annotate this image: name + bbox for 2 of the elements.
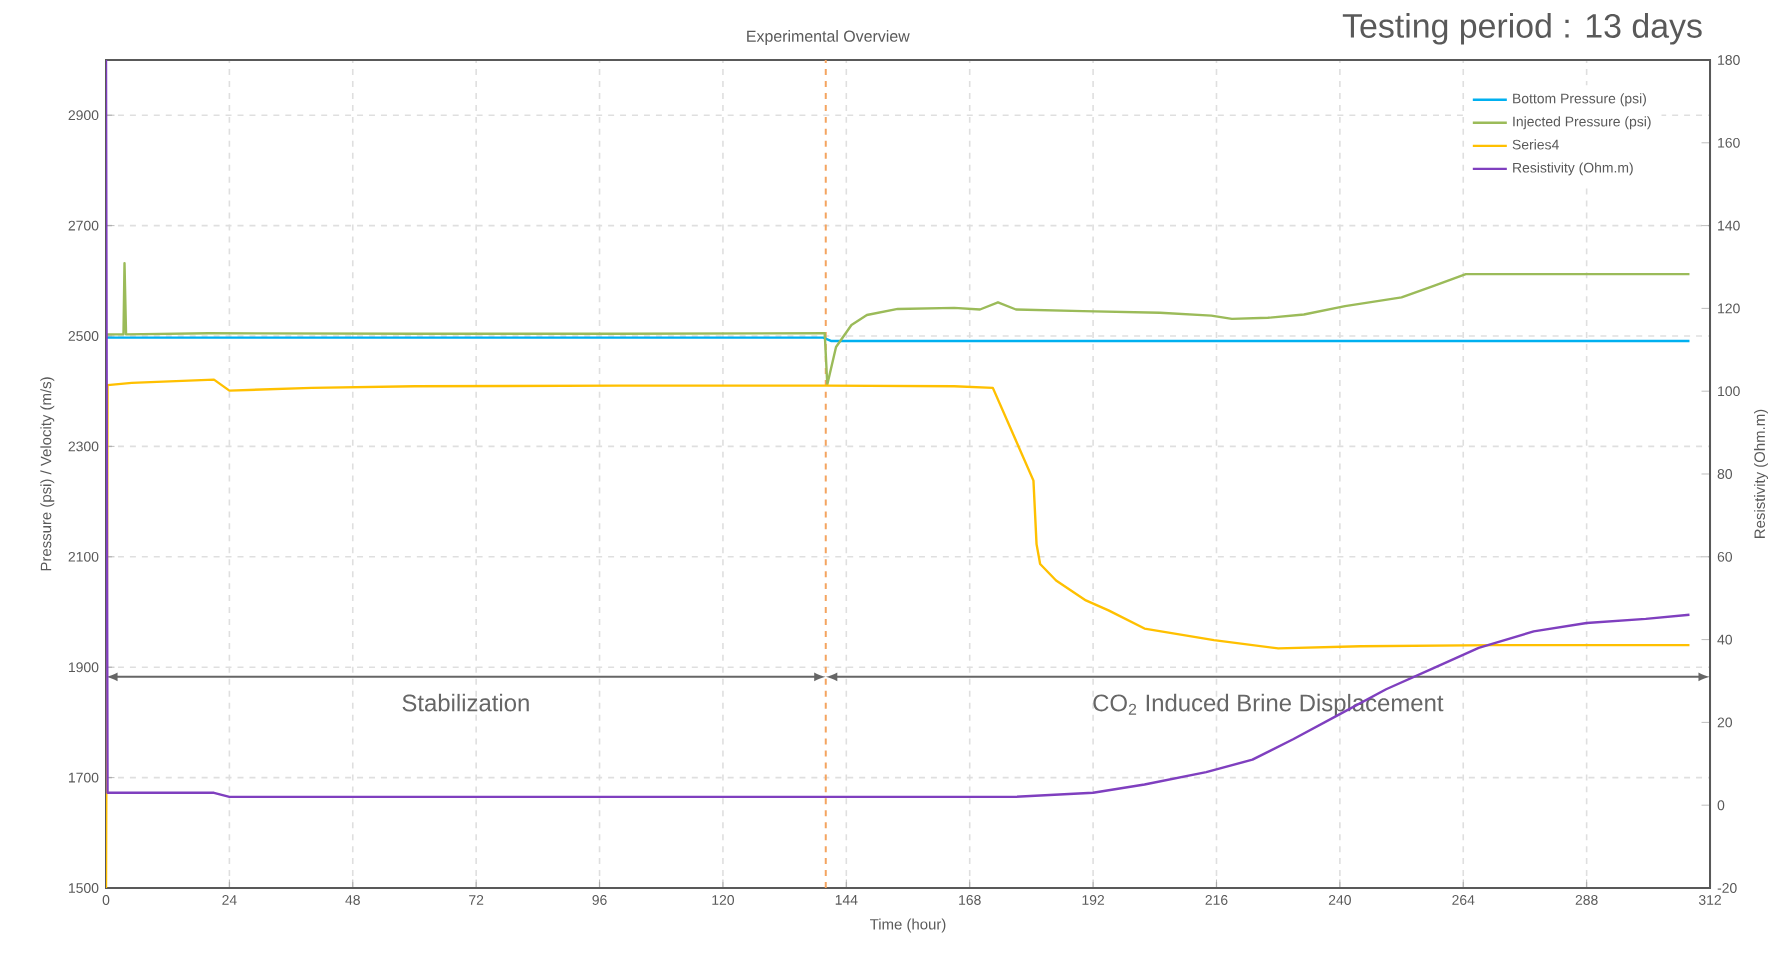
annotation: Stabilization <box>402 693 529 712</box>
chart-subtitle: Testing period : 13 days <box>1342 13 1702 45</box>
